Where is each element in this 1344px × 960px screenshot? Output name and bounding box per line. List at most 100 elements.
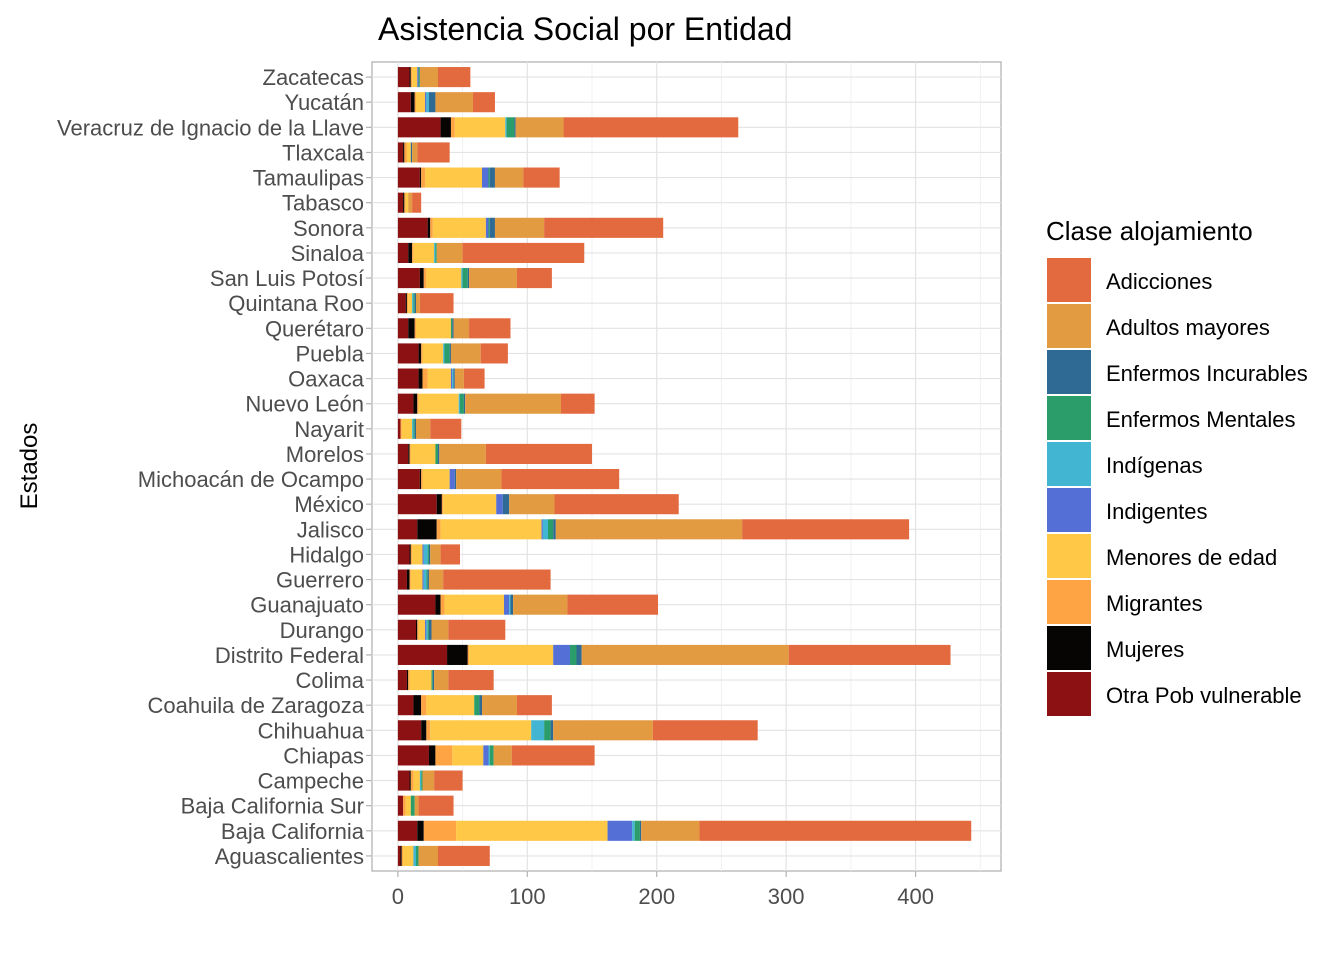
legend-swatch xyxy=(1047,488,1091,532)
y-tick-label: Nayarit xyxy=(294,417,364,442)
bar-segment xyxy=(397,644,448,665)
bar-segment xyxy=(397,217,428,238)
bar-segment xyxy=(422,770,435,791)
bar-segment xyxy=(418,795,454,816)
bar-segment xyxy=(506,117,515,138)
bar-segment xyxy=(413,845,417,866)
bar-segment xyxy=(511,745,595,766)
bar-segment xyxy=(419,770,422,791)
bar-segment xyxy=(488,745,490,766)
y-tick-label: Tlaxcala xyxy=(282,140,365,165)
bar-segment xyxy=(435,745,453,766)
bar-segment xyxy=(410,142,413,163)
bar-segment xyxy=(463,368,485,389)
bar-segment xyxy=(435,594,441,615)
bar-segment xyxy=(469,318,511,339)
bar-segment xyxy=(409,770,411,791)
bar-segment xyxy=(405,293,407,314)
y-tick-label: Puebla xyxy=(295,341,364,366)
y-tick-label: Quintana Roo xyxy=(228,291,364,316)
bar-segment xyxy=(412,242,414,263)
bar-segment xyxy=(413,770,420,791)
x-tick-labels: 0 100 200 300 400 xyxy=(392,871,934,909)
bar-segment xyxy=(418,368,423,389)
bar-segment xyxy=(403,845,414,866)
y-tick-label: Nuevo León xyxy=(245,392,364,417)
bar-segment xyxy=(397,745,429,766)
bar-segment xyxy=(482,167,489,188)
bar-segment xyxy=(428,92,436,113)
bar-segment xyxy=(413,393,418,414)
bar-segment xyxy=(436,519,441,540)
bar-segment xyxy=(397,393,414,414)
bar-segment xyxy=(453,318,470,339)
bar-segment xyxy=(412,293,414,314)
bar-segment xyxy=(416,293,420,314)
bar-segment xyxy=(397,544,410,565)
bar-segment xyxy=(450,318,453,339)
bar-segment xyxy=(405,795,411,816)
bar-segment xyxy=(414,92,417,113)
bar-segment xyxy=(403,142,405,163)
bar-segment xyxy=(421,695,427,716)
y-tick-label: Durango xyxy=(280,618,364,643)
bar-segment xyxy=(440,117,451,138)
bar-segment xyxy=(397,469,420,490)
bar-segment xyxy=(412,544,423,565)
bar-segment xyxy=(494,217,545,238)
bar-segment xyxy=(423,820,457,841)
bar-segment xyxy=(426,619,428,640)
bar-segment xyxy=(553,519,556,540)
bar-segment xyxy=(408,443,410,464)
bar-segment xyxy=(408,192,413,213)
bar-segment xyxy=(419,469,422,490)
bar-segment xyxy=(435,443,439,464)
y-tick-label: Jalisco xyxy=(297,517,364,542)
y-tick-label: Baja California xyxy=(221,819,365,844)
bar-segment xyxy=(428,544,431,565)
bar-segment xyxy=(403,795,406,816)
bar-segment xyxy=(788,644,951,665)
bar-segment xyxy=(436,242,463,263)
bar-segment xyxy=(474,695,480,716)
y-tick-label: Campeche xyxy=(258,769,364,794)
bar-segment xyxy=(581,644,789,665)
bar-segment xyxy=(408,670,410,691)
legend-label: Adicciones xyxy=(1106,269,1212,294)
bar-segment xyxy=(493,745,512,766)
bar-segment xyxy=(403,192,405,213)
legend-swatch xyxy=(1047,534,1091,578)
legend-label: Enfermos Mentales xyxy=(1106,407,1296,432)
x-tick-label: 0 xyxy=(392,884,404,909)
bar-segment xyxy=(400,418,402,439)
bar-segment xyxy=(417,67,419,88)
bar-segment xyxy=(563,117,739,138)
bar-segment xyxy=(409,670,432,691)
y-tick-label: México xyxy=(294,492,364,517)
y-tick-label: Hidalgo xyxy=(289,542,364,567)
bar-segment xyxy=(516,268,552,289)
bar-segment xyxy=(542,519,549,540)
bar-segment xyxy=(397,494,437,515)
bar-segment xyxy=(456,469,502,490)
bar-segment xyxy=(409,67,411,88)
bar-segment xyxy=(418,393,459,414)
bar-segment xyxy=(422,569,424,590)
bar-segment xyxy=(465,393,561,414)
bar-segment xyxy=(409,569,411,590)
bar-segment xyxy=(404,192,406,213)
bar-segment xyxy=(423,544,428,565)
bar-segment xyxy=(438,67,471,88)
bar-segment xyxy=(434,770,463,791)
bar-segment xyxy=(438,845,490,866)
legend-swatch xyxy=(1047,580,1091,624)
bar-segment xyxy=(699,820,972,841)
bar-segment xyxy=(430,217,433,238)
bar-segment xyxy=(544,720,551,741)
bar-segment xyxy=(414,795,419,816)
bar-segment xyxy=(401,845,404,866)
bar-segment xyxy=(436,494,442,515)
bar-segment xyxy=(404,142,407,163)
bar-segment xyxy=(742,519,910,540)
